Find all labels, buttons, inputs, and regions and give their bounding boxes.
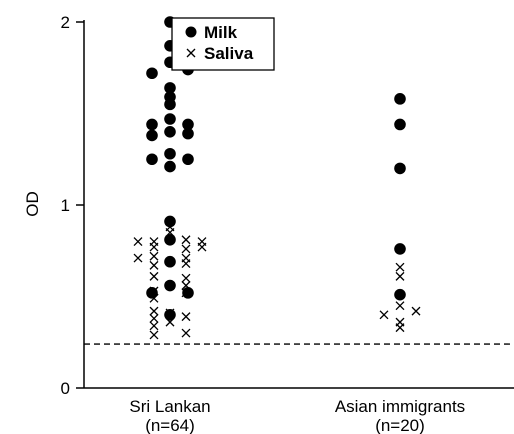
saliva-point bbox=[149, 330, 159, 340]
saliva-point bbox=[165, 317, 175, 327]
saliva-point bbox=[133, 253, 143, 263]
saliva-point bbox=[181, 281, 191, 290]
milk-point bbox=[164, 147, 176, 160]
saliva-point bbox=[149, 314, 159, 323]
milk-point bbox=[146, 118, 158, 131]
category-labels: Sri Lankan(n=64) Asian immigrants(n=20) bbox=[129, 397, 465, 434]
saliva-point bbox=[395, 271, 405, 281]
milk-point bbox=[394, 243, 406, 255]
saliva-point bbox=[149, 286, 159, 296]
milk-point bbox=[164, 309, 176, 321]
legend-milk-label: Milk bbox=[204, 23, 238, 42]
saliva-point bbox=[149, 321, 159, 331]
milk-point bbox=[146, 67, 158, 80]
saliva-point bbox=[165, 308, 175, 318]
milk-point bbox=[164, 98, 176, 111]
milk-point bbox=[164, 113, 176, 125]
legend-saliva-label: Saliva bbox=[204, 44, 254, 63]
saliva-point bbox=[181, 328, 191, 338]
legend-box bbox=[171, 17, 275, 71]
category-sublabel: (n=64) bbox=[145, 416, 195, 434]
saliva-point bbox=[379, 310, 389, 320]
milk-point bbox=[182, 118, 194, 131]
saliva-point bbox=[149, 260, 159, 270]
milk-point bbox=[394, 93, 406, 105]
saliva-point bbox=[149, 242, 159, 252]
milk-point bbox=[394, 118, 406, 131]
milk-point bbox=[182, 153, 194, 166]
saliva-point bbox=[395, 262, 405, 272]
saliva-point bbox=[133, 237, 143, 247]
milk-point bbox=[164, 126, 176, 138]
category-sublabel: (n=20) bbox=[375, 416, 425, 434]
milk-point bbox=[164, 160, 176, 173]
saliva-point bbox=[181, 244, 191, 254]
milk-point bbox=[146, 153, 158, 166]
milk-point bbox=[164, 82, 176, 94]
saliva-point bbox=[395, 301, 405, 311]
milk-point bbox=[146, 129, 158, 142]
milk-point bbox=[164, 233, 176, 246]
category-label: Sri Lankan bbox=[129, 397, 210, 416]
saliva-point bbox=[395, 323, 405, 333]
saliva-point bbox=[149, 293, 159, 303]
saliva-point bbox=[149, 306, 159, 316]
saliva-point bbox=[181, 273, 191, 283]
milk-point bbox=[164, 255, 176, 268]
milk-point bbox=[164, 279, 176, 292]
y-axis-title: OD bbox=[23, 191, 42, 217]
saliva-point bbox=[149, 271, 159, 281]
y-tick-label: 2 bbox=[61, 13, 70, 32]
legend-milk-marker bbox=[185, 26, 197, 38]
saliva-point bbox=[181, 288, 191, 298]
y-axis: OD bbox=[23, 20, 514, 389]
saliva-point bbox=[165, 227, 175, 237]
milk-point bbox=[394, 288, 406, 301]
saliva-point bbox=[181, 259, 191, 269]
y-tick-label: 0 bbox=[61, 379, 70, 398]
category-label: Asian immigrants bbox=[335, 397, 465, 416]
milk-point bbox=[182, 127, 194, 140]
saliva-point bbox=[411, 306, 421, 316]
legend-saliva-marker bbox=[186, 48, 196, 58]
milk-point bbox=[394, 162, 406, 175]
saliva-point bbox=[149, 251, 159, 261]
legend: Milk Saliva bbox=[171, 17, 275, 71]
saliva-point bbox=[181, 235, 191, 245]
y-ticks: 0 1 2 bbox=[61, 13, 84, 398]
y-tick-label: 1 bbox=[61, 196, 70, 215]
saliva-point bbox=[181, 312, 191, 322]
saliva-point bbox=[197, 242, 207, 252]
data-points bbox=[133, 16, 421, 340]
milk-point bbox=[182, 287, 194, 299]
milk-point bbox=[164, 215, 176, 228]
